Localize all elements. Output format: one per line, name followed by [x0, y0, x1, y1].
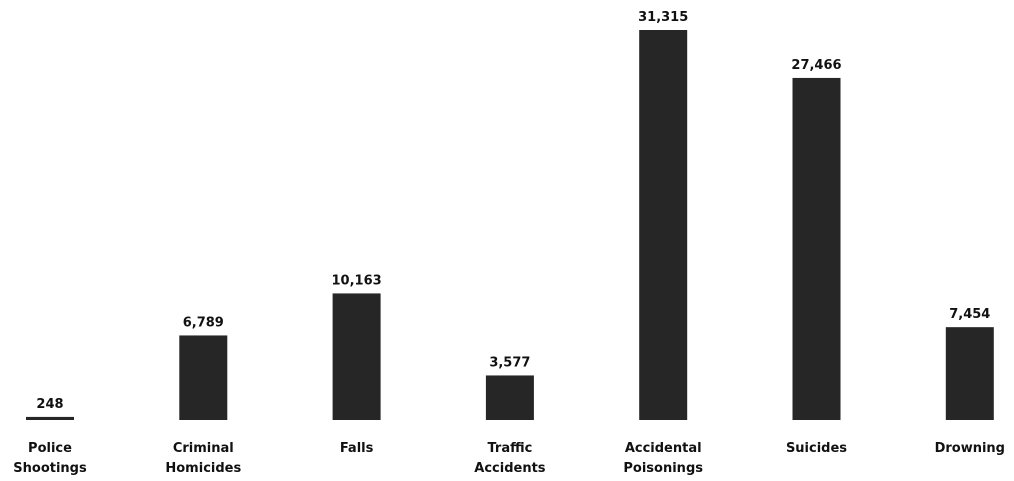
- value-label: 27,466: [791, 58, 841, 73]
- value-label: 3,577: [489, 355, 530, 370]
- value-label: 7,454: [949, 307, 990, 322]
- value-label: 6,789: [183, 315, 224, 330]
- x-tick-label: Suicides: [786, 441, 847, 456]
- x-tick-label: Accidental Poisonings: [623, 441, 703, 476]
- x-tick-label: Traffic Accidents: [474, 441, 546, 476]
- x-tick-label: Falls: [340, 441, 374, 456]
- value-label: 248: [36, 397, 63, 412]
- x-tick-label: Police Shootings: [13, 441, 87, 476]
- bar: [639, 30, 688, 420]
- bar: [485, 375, 534, 420]
- bar: [945, 327, 994, 420]
- value-label: 31,315: [638, 10, 688, 25]
- bar: [792, 77, 841, 420]
- x-tick-label: Criminal Homicides: [165, 441, 241, 476]
- bar: [179, 335, 228, 420]
- bar: [332, 293, 381, 420]
- x-tick-label: Drowning: [935, 441, 1005, 456]
- value-label: 10,163: [332, 273, 382, 288]
- bar: [26, 416, 74, 420]
